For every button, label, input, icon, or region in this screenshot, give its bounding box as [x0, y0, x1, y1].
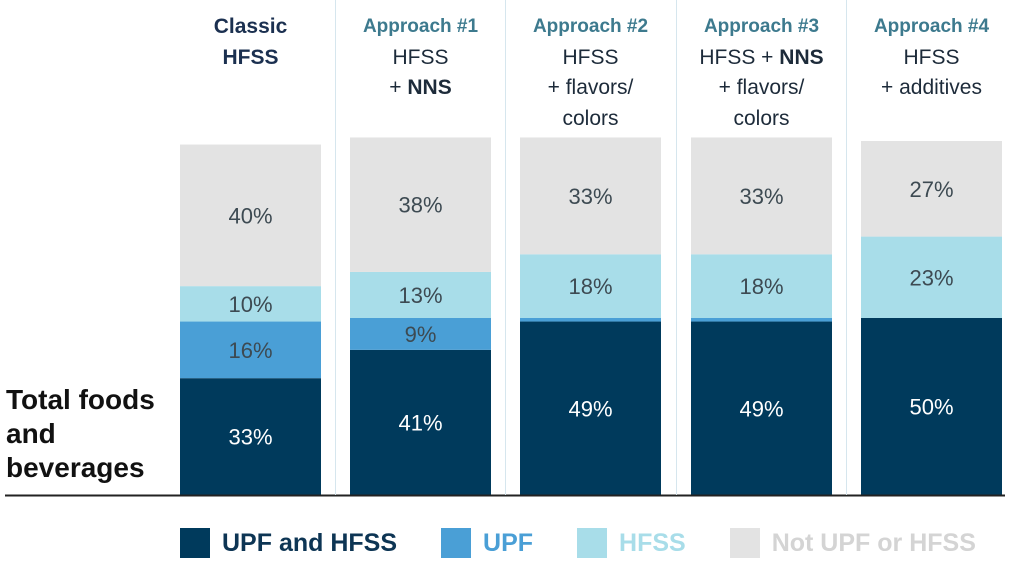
legend-label: Not UPF or HFSS [771, 528, 976, 557]
bar-segment-hfss [180, 286, 321, 322]
column-title: Classic [213, 15, 288, 38]
bar-segment-upf-and-hfss [691, 321, 832, 495]
column-subtitle-line: HFSS [562, 45, 619, 69]
legend-item: Not UPF or HFSS [729, 528, 976, 558]
bar-segment-upf [520, 318, 661, 322]
bar-segment-hfss [520, 254, 661, 318]
bar-segment-upf-and-hfss [180, 378, 321, 495]
bar-segment-not-upf-or-hfss [691, 137, 832, 255]
legend-swatch [441, 528, 472, 558]
data-label: 10% [228, 292, 272, 317]
bar-segment-upf [350, 318, 491, 350]
data-label: 33% [228, 425, 272, 450]
column-subtitle-line: HFSS [392, 45, 449, 69]
column-subtitle-line: + flavors/ [547, 76, 634, 99]
column-separator [846, 0, 847, 495]
bar-segment-hfss [861, 236, 1002, 318]
data-label: 50% [909, 395, 953, 420]
legend-label: UPF and HFSS [222, 528, 398, 557]
bar-segment-upf-and-hfss [350, 349, 491, 495]
column-title: HFSS [222, 45, 279, 69]
column-header: Approach #2 HFSS + flavors/colors [506, 12, 676, 134]
y-axis-label: Total foods and beverages [6, 384, 155, 483]
data-label: 40% [228, 203, 272, 228]
column-title: Approach #3 [703, 16, 820, 37]
column-subtitle-line: HFSS + NNS [699, 45, 824, 69]
data-label: 41% [398, 410, 442, 435]
data-label: 49% [568, 396, 612, 421]
legend-item: UPF [441, 528, 533, 558]
column-header: Approach #3 HFSS + NNS + flavors/colors [677, 12, 847, 134]
bar-segment-not-upf-or-hfss [520, 137, 661, 255]
column-title: Approach #1 [362, 16, 479, 37]
data-label: 18% [568, 274, 612, 299]
bar-segment-upf [180, 321, 321, 379]
data-label: 27% [909, 177, 953, 202]
data-label: 38% [398, 193, 442, 218]
bar-segment-upf-and-hfss [861, 318, 1002, 495]
legend-label: UPF [483, 528, 534, 557]
column-separator [335, 0, 336, 495]
column-subtitle-line: colors [562, 106, 619, 130]
bar-segment-not-upf-or-hfss [861, 141, 1002, 237]
column-header: Approach #4 HFSS + additives [847, 12, 1017, 104]
column-subtitle-line: HFSS [903, 45, 960, 69]
bar-segment-not-upf-or-hfss [350, 137, 491, 272]
legend: UPF and HFSS UPF HFSS Not UPF or HFSS [180, 528, 1020, 558]
bar-segment-hfss [350, 271, 491, 318]
column-title: Approach #2 [532, 16, 649, 37]
column-header: Classic HFSS [166, 12, 336, 73]
column-subtitle-line: + additives [881, 76, 982, 99]
data-label: 33% [739, 184, 783, 209]
column-subtitle-line: + NNS [389, 76, 452, 99]
column-header: Approach #1 HFSS + NNS [336, 12, 506, 104]
data-label: 16% [228, 338, 272, 363]
column-subtitle-line: colors [733, 106, 790, 130]
legend-swatch [180, 528, 210, 558]
legend-swatch [729, 528, 760, 558]
column-separator [676, 0, 677, 495]
legend-swatch [577, 528, 608, 558]
bar-segment-upf-and-hfss [520, 321, 661, 495]
bar-segment-hfss [691, 254, 832, 318]
column-separator [505, 0, 506, 495]
data-label: 49% [739, 396, 783, 421]
legend-item: HFSS [577, 528, 686, 558]
data-label: 23% [909, 265, 953, 290]
data-label: 13% [398, 283, 442, 308]
legend-label: HFSS [619, 528, 686, 557]
bar-segment-upf [691, 318, 832, 322]
legend-item: UPF and HFSS [180, 528, 397, 558]
data-label: 9% [405, 322, 437, 347]
bar-segment-not-upf-or-hfss [180, 144, 321, 287]
data-label: 33% [568, 184, 612, 209]
data-label: 18% [739, 274, 783, 299]
column-title: Approach #4 [873, 16, 990, 37]
column-subtitle-line: + flavors/ [718, 76, 805, 99]
